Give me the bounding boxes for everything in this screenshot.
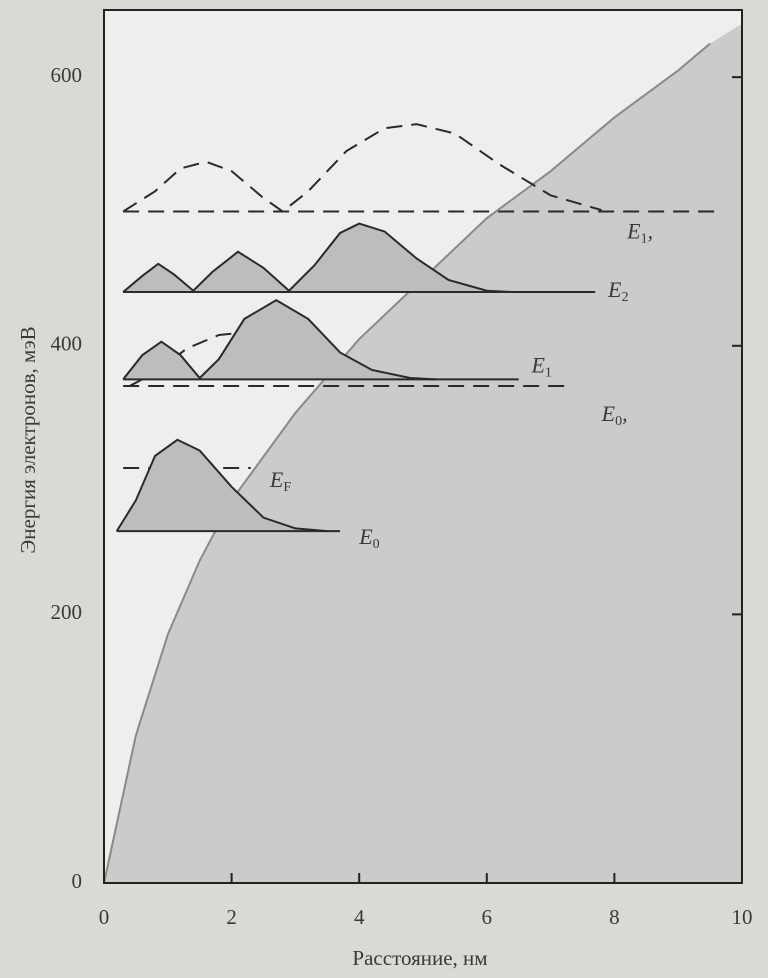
- level-label-suffix: ,: [622, 401, 628, 426]
- plot-frame: [103, 9, 743, 884]
- wavefunction-fill: [123, 300, 436, 380]
- level-label-sub: 2: [621, 290, 628, 305]
- wavefunction: [122, 123, 602, 213]
- level-label: E2: [607, 277, 628, 305]
- level-label: E0,: [601, 401, 628, 429]
- x-tick-label: 10: [732, 905, 753, 929]
- y-axis-title: Энергия электронов, мэВ: [16, 326, 40, 553]
- wavefunction: [115, 438, 328, 533]
- wavefunction-fill: [116, 439, 328, 532]
- potential-area: [104, 23, 742, 884]
- level-label: EF: [269, 467, 291, 495]
- x-tick-label: 0: [99, 905, 110, 929]
- level-label-sub: 1: [545, 366, 552, 381]
- potential-curve: [103, 42, 711, 884]
- y-tick-label: 0: [72, 869, 83, 893]
- level-label: E1: [530, 352, 551, 380]
- y-tick-label: 600: [51, 63, 83, 87]
- level-label-main: E: [626, 219, 641, 244]
- x-axis-title: Расстояние, нм: [352, 946, 487, 970]
- wavefunction-fill: [123, 223, 513, 293]
- level-label-main: E: [358, 524, 373, 549]
- level-label: E1,: [626, 219, 653, 247]
- level-label-main: E: [269, 467, 284, 492]
- level-label-main: E: [607, 277, 622, 302]
- wavefunction: [122, 222, 513, 294]
- level-label: E0: [358, 524, 379, 552]
- level-label-main: E: [601, 401, 616, 426]
- y-tick-label: 200: [51, 600, 83, 624]
- level-label-sub: 0: [615, 414, 622, 429]
- level-label-sub: F: [283, 480, 291, 495]
- wavefunction: [122, 298, 436, 381]
- x-tick-label: 4: [354, 905, 365, 929]
- x-tick-label: 2: [226, 905, 237, 929]
- level-label-main: E: [530, 352, 545, 377]
- y-tick-label: 400: [51, 332, 83, 356]
- level-label-sub: 1: [641, 232, 648, 247]
- level-label-sub: 0: [373, 537, 380, 552]
- x-tick-label: 6: [482, 905, 493, 929]
- x-tick-label: 8: [609, 905, 620, 929]
- level-label-suffix: ,: [648, 219, 654, 244]
